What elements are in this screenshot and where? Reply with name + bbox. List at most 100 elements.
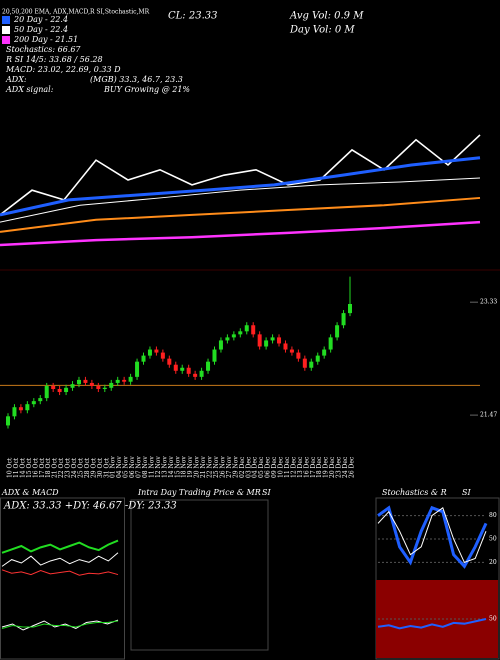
candle-body: [96, 385, 101, 389]
candle-body: [141, 355, 146, 362]
candle-body: [38, 398, 43, 402]
candle-body: [283, 343, 288, 350]
candle-body: [315, 355, 320, 362]
candle-body: [102, 387, 107, 389]
candle-body: [160, 352, 165, 359]
x-tick-label: 07 Nov: [136, 456, 143, 478]
candle-body: [115, 379, 120, 383]
x-tick-label: 26 Nov: [219, 456, 226, 478]
candle-body: [257, 334, 262, 347]
candle-body: [122, 379, 127, 382]
adx-signal-label: ADX signal:: [5, 85, 54, 94]
candle-body: [6, 416, 10, 426]
series-line: [0, 134, 481, 216]
candle-body: [167, 358, 172, 365]
y-tick-label: 50: [489, 616, 497, 623]
x-tick-label: 18 Nov: [181, 456, 188, 478]
x-tick-label: 14 Oct: [19, 457, 26, 478]
x-tick-label: 27 Nov: [226, 456, 233, 478]
intraday-panel: [130, 499, 269, 651]
ema20-swatch: [2, 16, 10, 24]
series-line: [1, 569, 119, 576]
x-tick-label: 14 Nov: [168, 456, 175, 478]
x-tick-label: 24 Oct: [71, 457, 78, 478]
ema50-label: 50 Day - 22.4: [14, 25, 68, 34]
x-tick-label: 18 Dec: [316, 456, 323, 478]
candle-body: [12, 407, 17, 417]
series-line: [377, 505, 488, 569]
macd-label: MACD: 23.02, 22.69, 0.33 D: [5, 65, 121, 74]
x-tick-label: 06 Nov: [129, 456, 136, 478]
rsi-label: R SI 14/5: 33.68 / 56.28: [5, 55, 103, 64]
x-tick-label: 16 Dec: [303, 456, 310, 478]
intraday-title: Intra Day Trading Price & MR: [137, 488, 261, 497]
y-tick-label: 23.33: [480, 299, 497, 306]
intraday-si: SI: [262, 488, 271, 497]
ema200-label: 200 Day - 21.51: [13, 35, 78, 44]
candle-body: [309, 361, 314, 368]
series-line: [0, 220, 481, 247]
x-tick-label: 28 Oct: [84, 457, 91, 478]
ema50-swatch: [2, 26, 10, 34]
ema20-label: 20 Day - 22.4: [13, 15, 68, 24]
x-tick-label: 10 Oct: [7, 457, 14, 478]
avg-volume: Avg Vol: 0.9 M: [289, 11, 364, 22]
stoch-title: Stochastics & R: [382, 488, 447, 497]
candle-body: [128, 376, 133, 382]
candle-body: [135, 361, 140, 377]
series-line: [0, 156, 481, 217]
x-tick-label: 15 Oct: [26, 457, 33, 478]
candle-body: [335, 325, 340, 338]
candle-body: [328, 337, 333, 350]
candle-body: [244, 325, 249, 332]
ema200-swatch: [2, 36, 10, 44]
day-volume: Day Vol: 0 M: [289, 25, 355, 36]
series-line: [377, 618, 487, 630]
candle-body: [76, 379, 81, 385]
x-tick-label: 08 Nov: [142, 456, 149, 478]
x-tick-label: 24 Dec: [342, 456, 349, 478]
x-tick-label: 18 Oct: [45, 457, 52, 478]
candle-body: [225, 337, 230, 341]
candle-body: [44, 385, 49, 399]
candle-body: [206, 361, 211, 371]
close-price: CL: 23.33: [168, 11, 217, 22]
x-tick-label: 01 Nov: [110, 456, 117, 478]
adx-text: ADX: 33.33 +DY: 46.67 -DY: 23.33: [3, 501, 177, 512]
candle-body: [186, 367, 191, 374]
series-line: [1, 539, 119, 554]
candle-body: [173, 364, 178, 371]
adx-title: ADX & MACD: [1, 488, 59, 497]
x-tick-label: 15 Nov: [174, 456, 181, 478]
x-tick-label: 19 Nov: [187, 456, 194, 478]
x-tick-label: 23 Dec: [336, 456, 343, 478]
candle-body: [270, 337, 275, 341]
x-tick-label: 25 Nov: [213, 456, 220, 478]
x-tick-label: 17 Oct: [39, 457, 46, 478]
series-line: [1, 620, 119, 629]
adx-panel: [0, 497, 125, 660]
series-line: [0, 177, 481, 223]
series-line: [0, 196, 481, 233]
x-tick-label: 20 Nov: [194, 456, 201, 478]
x-tick-label: 02 Dec: [239, 456, 246, 478]
candle-body: [289, 349, 294, 353]
stoch-label: Stochastics: 66.67: [6, 45, 81, 54]
candle-body: [31, 401, 36, 405]
x-tick-label: 11 Nov: [148, 456, 155, 478]
candle-body: [83, 379, 88, 383]
candle-body: [89, 382, 94, 386]
x-tick-label: 13 Dec: [297, 456, 304, 478]
x-tick-label: 26 Dec: [349, 456, 356, 478]
y-tick-label: 20: [489, 559, 497, 566]
candle-body: [51, 385, 56, 389]
x-tick-label: 23 Oct: [65, 457, 72, 478]
candle-body: [322, 349, 327, 356]
x-tick-label: 30 Oct: [97, 457, 104, 478]
candle-body: [277, 337, 282, 344]
candle-body: [25, 404, 30, 411]
x-tick-label: 11 Oct: [13, 457, 20, 478]
candle-body: [218, 340, 223, 350]
x-tick-label: 22 Nov: [207, 456, 214, 478]
